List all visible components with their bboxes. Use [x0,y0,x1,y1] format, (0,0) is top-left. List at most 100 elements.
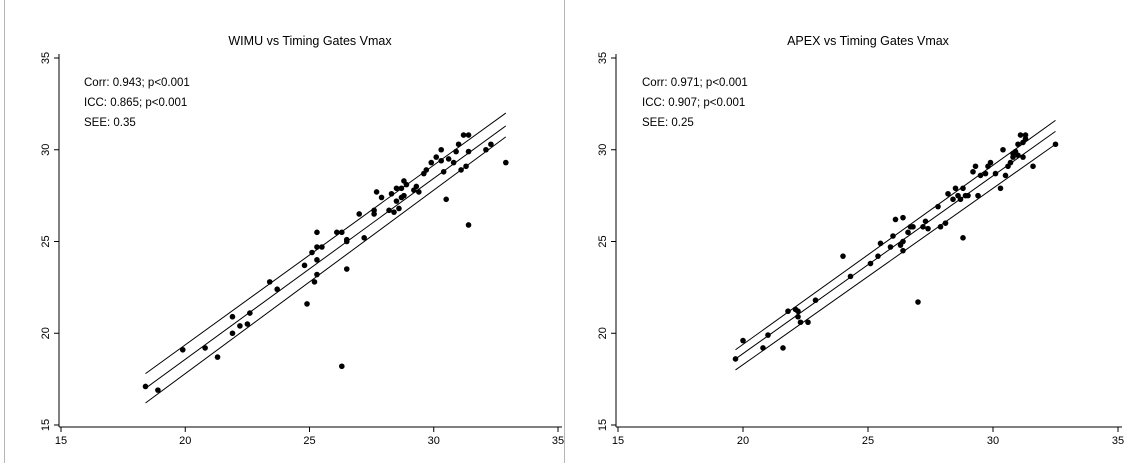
plot-svg: 15 20 25 30 35 15 20 25 30 35 [597,52,1124,447]
data-point [266,279,273,285]
data-point [391,209,397,215]
data-point [488,141,494,148]
y-tick-label: 25 [40,235,52,247]
data-point [1017,132,1024,138]
data-point [311,279,318,285]
data-point [1022,132,1029,138]
data-point [732,356,739,362]
data-point [465,132,472,138]
data-point [465,148,472,155]
data-point [975,192,981,199]
chart-title: WIMU vs Timing Gates Vmax [228,34,392,48]
data-point [155,387,161,393]
data-point [937,224,944,230]
data-point [416,189,422,195]
y-tick-label: 25 [597,235,609,247]
data-point [247,310,253,316]
data-point [867,260,874,267]
data-point [785,308,791,315]
data-point [795,313,801,320]
data-point [900,214,906,221]
data-point [428,159,435,166]
data-point [274,286,280,293]
data-point [847,273,854,280]
panel-border-middle [564,0,565,463]
x-tick-label: 20 [737,435,749,447]
data-point [229,313,236,320]
y-tick-label: 30 [40,144,52,156]
fit-line [145,125,507,389]
data-point [214,354,221,360]
data-point [445,156,452,162]
data-point [1030,163,1036,170]
data-point [935,203,941,210]
data-point [301,262,308,269]
data-point [438,157,445,164]
corr-annotation: Corr: 0.943; p<0.001 [84,77,190,89]
data-point [378,194,385,201]
data-point [393,185,400,192]
data-point [952,185,959,192]
x-tick-label: 35 [552,435,564,447]
data-point [915,299,921,305]
data-point [905,229,911,236]
data-point [386,207,392,214]
data-point [314,257,320,263]
data-point [957,196,964,203]
x-tick-label: 20 [179,435,191,447]
data-point [433,154,440,160]
data-point [765,332,771,338]
data-point [877,240,884,247]
data-point [875,253,881,259]
x-tick-label: 15 [612,435,624,447]
data-point [483,146,489,153]
panel-border-left [4,0,5,463]
data-point [805,319,811,326]
data-point [356,211,363,217]
data-point [965,192,971,199]
x-tick-label: 15 [55,435,67,447]
data-point [797,319,804,326]
data-point [1015,152,1021,159]
data-point [371,207,377,214]
data-point [740,337,746,344]
data-point [970,168,976,175]
data-point [398,185,405,192]
y-tick-label: 35 [597,52,609,64]
data-point [795,308,801,315]
data-point [890,233,896,239]
data-point [401,192,407,199]
data-point [900,247,906,254]
data-point [440,168,447,175]
data-point [950,196,956,203]
data-point [840,253,846,259]
data-point [1020,154,1026,160]
corr-annotation: Corr: 0.971; p<0.001 [642,77,748,89]
data-point [992,170,999,177]
lower-ci-line [735,143,1056,371]
data-point [960,235,966,241]
see-annotation: SEE: 0.35 [84,117,136,129]
data-point [334,229,340,236]
data-point [229,330,236,337]
chart-title: APEX vs Timing Gates Vmax [787,34,949,48]
data-point [1007,159,1014,166]
icc-annotation: ICC: 0.907; p<0.001 [642,97,746,109]
data-point [892,216,899,223]
x-tick-label: 25 [303,435,315,447]
data-point [319,244,325,250]
data-point [1002,172,1009,179]
icc-annotation: ICC: 0.865; p<0.001 [84,97,188,109]
data-point [977,172,984,179]
data-point [443,196,449,203]
y-tick-label: 20 [597,327,609,339]
data-point [438,146,445,153]
data-point [887,244,894,250]
data-point [453,148,459,155]
data-point [455,141,462,148]
data-point [314,271,320,278]
plot-svg: 15 20 25 30 35 15 20 25 30 35 [40,52,564,447]
data-point [396,205,402,212]
x-tick-label: 25 [862,435,874,447]
